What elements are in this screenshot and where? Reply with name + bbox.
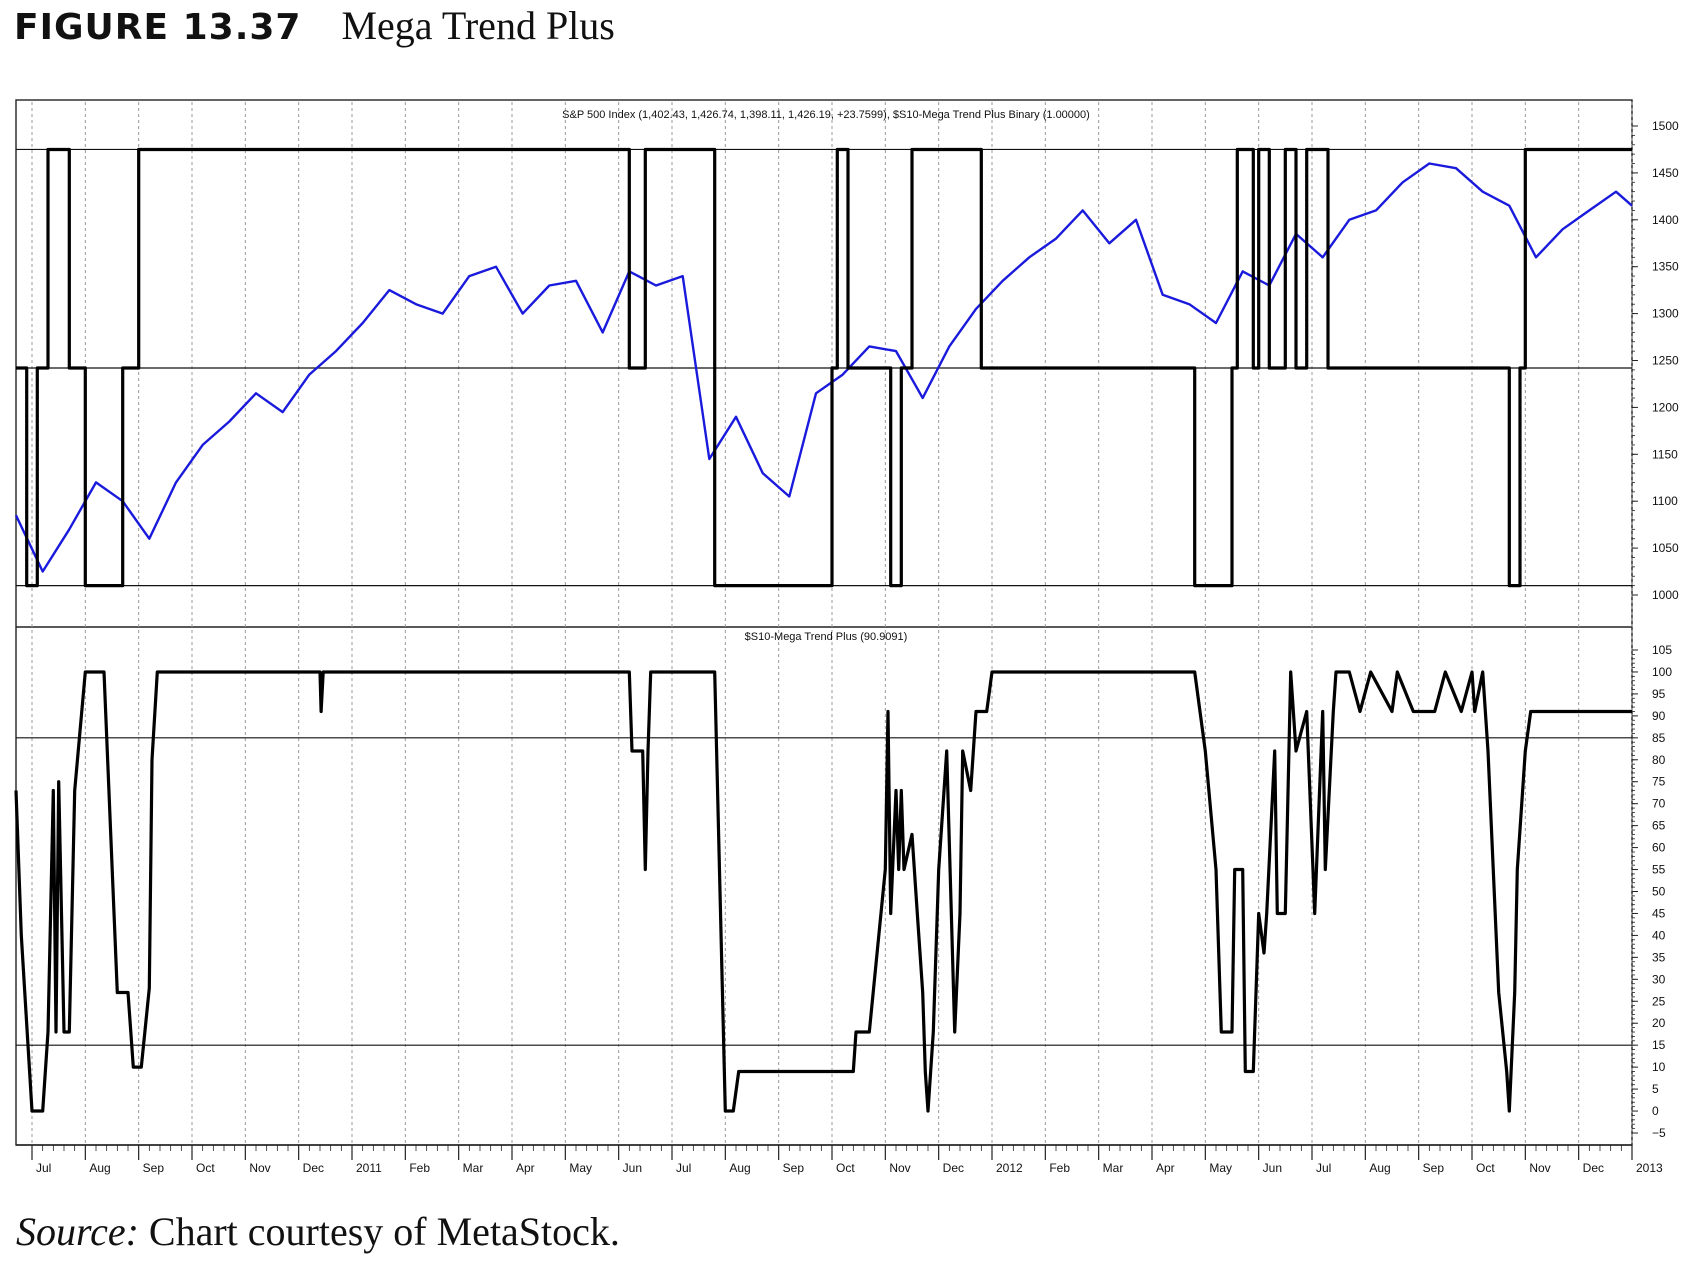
x-tick-label: Aug <box>1369 1161 1390 1175</box>
x-tick-label: Jul <box>676 1161 691 1175</box>
x-tick-label: Mar <box>1103 1161 1124 1175</box>
y-tick-label: 95 <box>1652 687 1666 701</box>
x-tick-label: May <box>569 1161 592 1175</box>
y-tick-label: 40 <box>1652 928 1666 942</box>
y-tick-label: 1500 <box>1652 119 1679 133</box>
x-tick-label: Sep <box>783 1161 805 1175</box>
x-tick-label: Jul <box>1316 1161 1331 1175</box>
x-tick-label: 2012 <box>996 1161 1023 1175</box>
x-axis: Jul Aug Sep Oct Nov Dec 2011 Feb Mar Apr May Jun Jul… <box>31 1145 1663 1175</box>
y-tick-label: 10 <box>1652 1060 1666 1074</box>
x-tick-label: Jun <box>1263 1161 1282 1175</box>
indicator-panel-title: $S10-Mega Trend Plus (90.9091) <box>745 631 908 643</box>
x-tick-label: Nov <box>889 1161 910 1175</box>
x-tick-label: Oct <box>196 1161 215 1175</box>
y-tick-label: 1350 <box>1652 260 1679 274</box>
x-tick-label: Dec <box>303 1161 324 1175</box>
plot-border <box>15 99 1633 1146</box>
source-text: Chart courtesy of MetaStock. <box>138 1209 620 1254</box>
x-tick-label: Feb <box>1049 1161 1070 1175</box>
y-tick-label: 1100 <box>1652 494 1678 508</box>
y-tick-label: 35 <box>1652 950 1666 964</box>
figure-number: FIGURE 13.37 <box>14 7 302 48</box>
x-tick-label: Oct <box>1476 1161 1495 1175</box>
y-tick-label: 1150 <box>1652 447 1678 461</box>
price-panel: S&P 500 Index (1,402.43, 1,426.74, 1,398… <box>14 109 1679 602</box>
x-tick-label: Oct <box>836 1161 855 1175</box>
y-tick-label: 20 <box>1652 1016 1666 1030</box>
x-tick-label: Aug <box>729 1161 750 1175</box>
x-tick-label: Sep <box>1423 1161 1445 1175</box>
sp500-price-line <box>14 162 1633 573</box>
binary-signal-line <box>16 147 1632 588</box>
x-tick-label: Nov <box>1529 1161 1550 1175</box>
y-tick-label: 85 <box>1652 731 1666 745</box>
figure-title: Mega Trend Plus <box>341 3 615 48</box>
figure-header: FIGURE 13.37 Mega Trend Plus <box>14 2 615 58</box>
x-tick-label: Jul <box>36 1161 51 1175</box>
y-tick-label: 1050 <box>1652 541 1679 555</box>
chart-frame <box>15 99 1633 1146</box>
y-tick-label: 70 <box>1652 797 1666 811</box>
x-tick-label: Apr <box>1156 1161 1175 1175</box>
y-tick-label: 5 <box>1652 1082 1659 1096</box>
y-tick-label: 100 <box>1652 665 1672 679</box>
indicator-panel: $S10-Mega Trend Plus (90.9091) −5 0 5 10 15 2… <box>14 631 1672 1140</box>
y-tick-label: 80 <box>1652 753 1666 767</box>
x-tick-label: Aug <box>89 1161 110 1175</box>
y-tick-label: 15 <box>1652 1038 1666 1052</box>
y-tick-label: 1300 <box>1652 307 1679 321</box>
mega-trend-plus-line <box>14 670 1632 1113</box>
y-tick-label: 90 <box>1652 709 1666 723</box>
y-tick-label: 30 <box>1652 972 1666 986</box>
y-tick-label: 0 <box>1652 1104 1659 1118</box>
x-tick-label: Mar <box>463 1161 484 1175</box>
x-tick-label: Dec <box>1583 1161 1604 1175</box>
y-tick-label: 1200 <box>1652 400 1679 414</box>
y-tick-label: 1000 <box>1652 588 1679 602</box>
y-tick-label: 1400 <box>1652 213 1679 227</box>
y-tick-label: 65 <box>1652 819 1666 833</box>
y-tick-label: 60 <box>1652 841 1666 855</box>
y-tick-label: 1250 <box>1652 354 1679 368</box>
x-tick-label: Dec <box>943 1161 964 1175</box>
source-prefix: Source: <box>16 1209 139 1254</box>
source-caption: Source: Chart courtesy of MetaStock. <box>16 1208 620 1255</box>
y-tick-label: 50 <box>1652 885 1666 899</box>
x-tick-label: Nov <box>249 1161 270 1175</box>
price-panel-title: S&P 500 Index (1,402.43, 1,426.74, 1,398… <box>562 109 1090 121</box>
x-tick-label: 2011 <box>356 1161 382 1175</box>
y-tick-label: 45 <box>1652 906 1666 920</box>
y-tick-label: 1450 <box>1652 166 1679 180</box>
x-tick-label: Sep <box>143 1161 165 1175</box>
x-tick-label: Apr <box>516 1161 535 1175</box>
y-tick-label: 105 <box>1652 643 1672 657</box>
y-tick-label: −5 <box>1652 1126 1666 1140</box>
x-tick-label: Jun <box>623 1161 642 1175</box>
y-tick-label: 75 <box>1652 775 1666 789</box>
month-gridlines <box>31 102 1633 1143</box>
y-tick-label: 25 <box>1652 994 1666 1008</box>
x-tick-label: May <box>1209 1161 1232 1175</box>
x-tick-label: 2013 <box>1636 1161 1663 1175</box>
x-tick-label: Feb <box>409 1161 430 1175</box>
y-tick-label: 55 <box>1652 863 1666 877</box>
